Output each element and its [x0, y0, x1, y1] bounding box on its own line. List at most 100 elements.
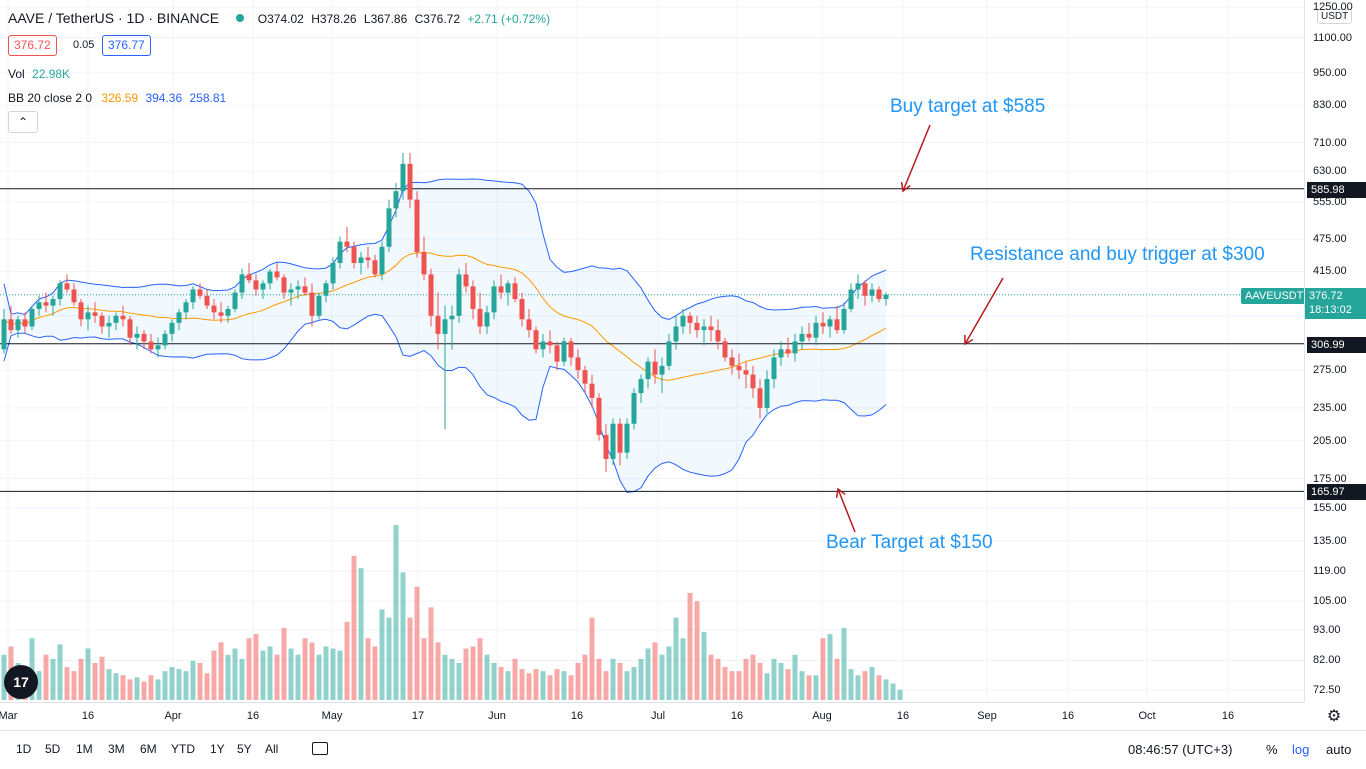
chart-area[interactable] — [0, 0, 1304, 702]
candle-body — [575, 357, 581, 371]
volume-bar — [85, 648, 91, 700]
candle-body — [78, 302, 84, 320]
volume-bar — [694, 601, 700, 700]
volume-bar — [57, 644, 63, 700]
symbol-title[interactable]: AAVE / TetherUS · 1D · BINANCE — [8, 10, 220, 26]
candle-body — [246, 274, 252, 281]
volume-bar — [897, 689, 903, 700]
candle-body — [701, 326, 707, 331]
candle-body — [596, 397, 602, 435]
price-tick: 630.00 — [1313, 165, 1347, 178]
time-tick: 16 — [730, 710, 744, 722]
volume-bar — [519, 669, 525, 700]
candle-body — [533, 330, 539, 350]
candle-body — [708, 326, 714, 331]
volume-bar — [246, 638, 252, 700]
volume-bar — [624, 671, 630, 700]
price-tick: 475.00 — [1313, 233, 1347, 246]
candle-body — [568, 341, 574, 358]
volume-bar — [848, 669, 854, 700]
bb-upper-value: 394.36 — [145, 91, 183, 105]
candle-body — [316, 295, 322, 316]
candle-body — [603, 434, 609, 459]
candle-body — [792, 341, 798, 354]
time-tick: Aug — [812, 710, 832, 722]
range-button-1d[interactable]: 1D — [16, 742, 32, 756]
candle-body — [820, 322, 826, 327]
volume-bar — [526, 673, 532, 700]
current-price-label: 376.72 18:13:02 — [1305, 288, 1366, 319]
volume-bar — [652, 642, 658, 700]
price-tick: 1250.00 — [1313, 1, 1353, 13]
current-symbol-label: AAVEUSDT — [1241, 288, 1308, 304]
range-button-ytd[interactable]: YTD — [171, 742, 195, 756]
candle-body — [64, 283, 70, 290]
price-tick: 205.00 — [1313, 434, 1347, 447]
auto-toggle[interactable]: auto — [1326, 742, 1352, 757]
candle-body — [470, 286, 476, 309]
volume-bar — [827, 634, 833, 700]
log-toggle[interactable]: log — [1292, 742, 1310, 757]
volume-bar — [799, 671, 805, 700]
range-button-5y[interactable]: 5Y — [237, 742, 252, 756]
candle-body — [50, 299, 56, 306]
volume-legend[interactable]: Vol 22.98K — [8, 67, 70, 81]
buy-price-button[interactable]: 376.77 — [102, 35, 151, 56]
candle-body — [92, 312, 98, 316]
clock-display[interactable]: 08:46:57 (UTC+3) — [1128, 742, 1233, 757]
candle-body — [372, 260, 378, 275]
volume-bar — [176, 669, 182, 700]
volume-bar — [141, 681, 147, 700]
ohlc-open: O374.02 — [257, 12, 304, 26]
candle-body — [274, 271, 280, 278]
volume-bar — [36, 671, 42, 700]
annotation-bear-target: Bear Target at $150 — [826, 532, 993, 553]
percent-toggle[interactable]: % — [1266, 742, 1278, 757]
chart-canvas[interactable] — [0, 0, 1304, 702]
volume-bar — [736, 671, 742, 700]
candle-body — [400, 163, 406, 192]
candle-body — [652, 361, 658, 375]
bb-legend[interactable]: BB 20 close 2 0 326.59 394.36 258.81 — [8, 91, 226, 105]
date-range-button[interactable] — [312, 740, 332, 758]
candle-body — [456, 274, 462, 316]
candle-body — [218, 312, 224, 316]
volume-value: 22.98K — [32, 67, 71, 81]
range-button-5d[interactable]: 5D — [45, 742, 61, 756]
volume-bar — [645, 648, 651, 700]
volume-bar — [218, 642, 224, 700]
candle-body — [162, 333, 168, 346]
range-button-6m[interactable]: 6M — [140, 742, 157, 756]
candle-body — [169, 322, 175, 334]
range-button-1y[interactable]: 1Y — [210, 742, 225, 756]
candle-body — [29, 308, 35, 327]
candle-body — [673, 326, 679, 342]
volume-bar — [393, 525, 399, 700]
volume-bar — [442, 654, 448, 700]
collapse-legend-button[interactable]: ⌃ — [8, 111, 38, 133]
price-axis[interactable]: USDT 1250.00 1100.00 950.00 830.00 710.00 630… — [1304, 0, 1366, 702]
candle-body — [771, 357, 777, 380]
volume-bar — [708, 654, 714, 700]
candle-body — [498, 286, 504, 293]
range-button-3m[interactable]: 3M — [108, 742, 125, 756]
volume-bar — [813, 675, 819, 700]
sell-price-button[interactable]: 376.72 — [8, 35, 57, 56]
volume-bar — [568, 675, 574, 700]
currency-badge[interactable]: USDT — [1317, 9, 1353, 24]
chart-settings-button[interactable]: ⚙ — [1322, 706, 1346, 726]
range-button-1m[interactable]: 1M — [76, 742, 93, 756]
time-tick: Apr — [164, 710, 182, 722]
candle-body — [239, 274, 245, 293]
volume-bar — [596, 658, 602, 700]
candle-body — [519, 299, 525, 320]
range-button-all[interactable]: All — [265, 742, 279, 756]
candle-body — [134, 333, 140, 338]
time-axis[interactable]: Mar 16 Apr 16 May 17 Jun 16 Jul 16 Aug 16 Sep 16 Oct 16 — [0, 702, 1304, 731]
tradingview-logo[interactable]: 17 — [4, 665, 38, 699]
volume-bar — [71, 671, 77, 700]
volume-bar — [449, 658, 455, 700]
volume-bar — [379, 609, 385, 700]
candle-body — [883, 294, 889, 300]
price-tick: 1100.00 — [1313, 31, 1352, 44]
